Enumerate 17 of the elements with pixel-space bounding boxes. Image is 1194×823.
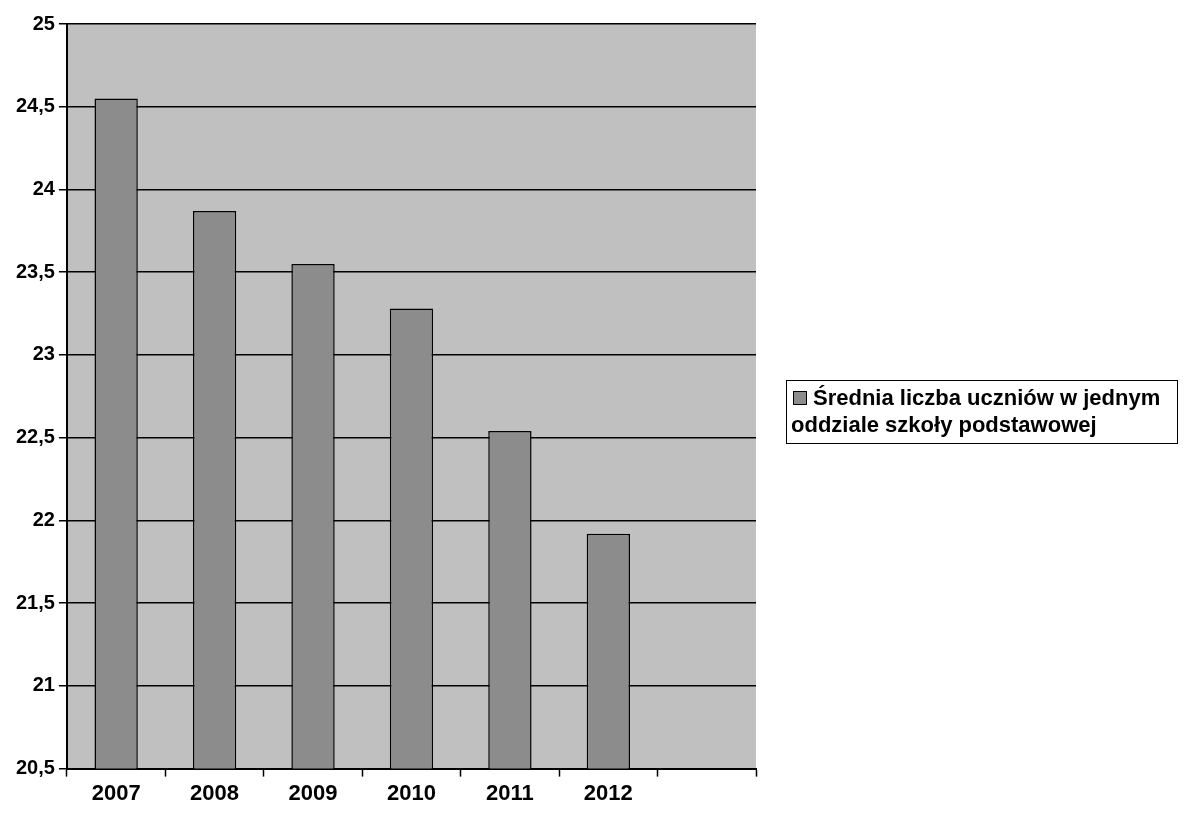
- x-tick-label: 2009: [288, 779, 338, 805]
- x-tick-label: 2010: [386, 779, 436, 805]
- legend-label: Średnia liczba uczniów w jednym oddziale szkoły podstawowej: [791, 384, 1161, 437]
- y-tick-label: 21: [32, 673, 55, 696]
- x-tick-label: 2011: [486, 779, 534, 805]
- y-tick-label: 22: [32, 507, 55, 530]
- y-tick-label: 21,5: [15, 590, 55, 613]
- y-tick-label: 23,5: [15, 259, 55, 282]
- y-tick-label: 23: [32, 342, 55, 365]
- y-tick-label: 22,5: [15, 425, 55, 448]
- y-tick-label: 24: [32, 176, 56, 199]
- y-tick-label: 25: [32, 11, 55, 34]
- x-tick-label: 2008: [190, 779, 240, 805]
- x-tick-label: 2007: [91, 779, 141, 805]
- y-tick-label: 20,5: [15, 756, 55, 779]
- x-tick-label: 2012: [583, 779, 633, 805]
- y-tick-label: 24,5: [15, 94, 55, 117]
